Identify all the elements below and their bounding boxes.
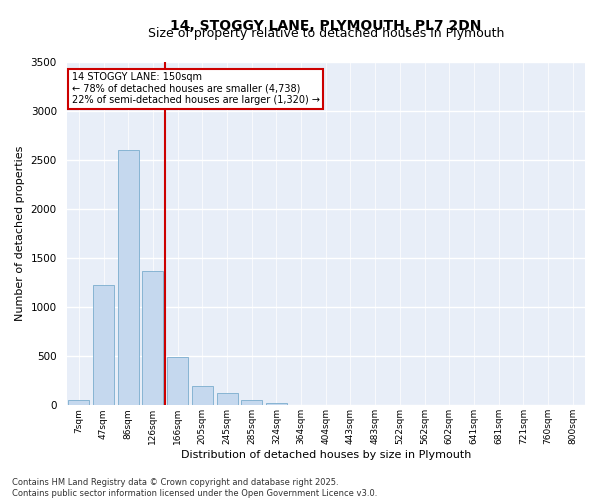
Bar (241, 400, 262, 406)
Bar (192, 386, 213, 406)
Y-axis label: Number of detached properties: Number of detached properties (15, 146, 25, 321)
Bar (266, 404, 287, 406)
Bar (142, 271, 163, 406)
Bar (167, 357, 188, 406)
Bar (217, 392, 238, 406)
Bar (118, 150, 139, 406)
Bar (93, 284, 114, 406)
Title: Size of property relative to detached houses in Plymouth: Size of property relative to detached ho… (148, 26, 504, 40)
X-axis label: Distribution of detached houses by size in Plymouth: Distribution of detached houses by size … (181, 450, 471, 460)
Text: Contains HM Land Registry data © Crown copyright and database right 2025.
Contai: Contains HM Land Registry data © Crown c… (12, 478, 377, 498)
Text: 14 STOGGY LANE: 150sqm
← 78% of detached houses are smaller (4,738)
22% of semi-: 14 STOGGY LANE: 150sqm ← 78% of detached… (72, 72, 320, 105)
Bar (68, 400, 89, 406)
Text: 14, STOGGY LANE, PLYMOUTH, PL7 2DN: 14, STOGGY LANE, PLYMOUTH, PL7 2DN (170, 18, 481, 32)
